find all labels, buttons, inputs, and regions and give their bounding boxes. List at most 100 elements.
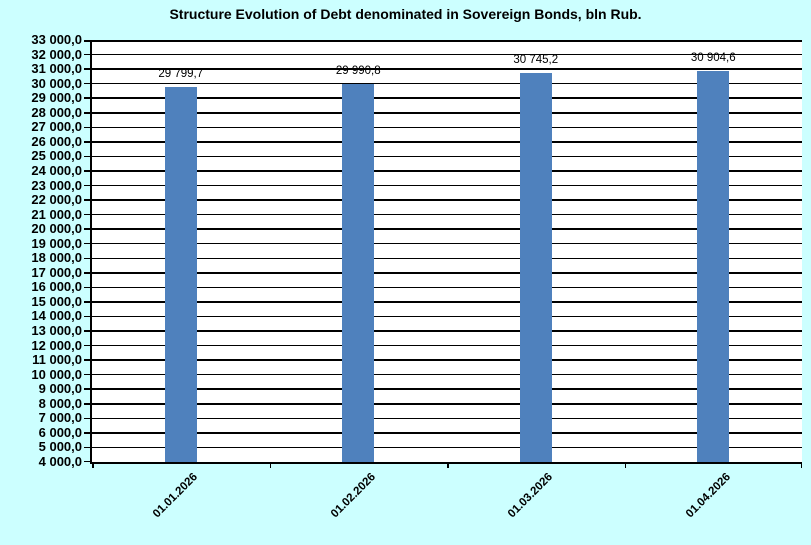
y-axis-tick — [84, 417, 90, 420]
y-axis-tick-label: 30 000,0 — [31, 75, 82, 91]
gridline — [92, 330, 802, 332]
y-axis-tick-label: 22 000,0 — [31, 192, 82, 208]
gridline — [92, 359, 802, 361]
y-axis-tick — [84, 155, 90, 158]
bar — [342, 83, 375, 462]
y-axis-tick — [84, 82, 90, 85]
y-axis-tick-label: 20 000,0 — [31, 221, 82, 237]
y-axis-tick — [84, 344, 90, 347]
y-axis-tick — [84, 213, 90, 216]
gridline — [92, 141, 802, 143]
gridline — [92, 257, 802, 260]
bar-value-label: 30 904,6 — [690, 51, 736, 64]
gridline — [92, 315, 802, 318]
chart-title: Structure Evolution of Debt denominated … — [169, 6, 642, 22]
y-axis-tick-label: 18 000,0 — [31, 250, 82, 266]
x-axis-tick-label: 01.04.2026 — [683, 471, 733, 521]
gridline — [92, 126, 802, 129]
y-axis-tick-label: 11 000,0 — [32, 352, 82, 368]
gridline — [92, 388, 802, 390]
bar-value-label: 29 799,7 — [158, 67, 204, 80]
y-axis-tick — [84, 228, 90, 230]
y-axis-tick-label: 17 000,0 — [31, 264, 82, 280]
y-axis-tick-label: 4 000,0 — [38, 454, 82, 469]
y-axis-tick-label: 15 000,0 — [31, 293, 82, 309]
gridline — [92, 417, 802, 420]
bar — [519, 72, 552, 462]
x-axis-tick — [624, 462, 626, 468]
y-axis-tick-label: 31 000,0 — [31, 61, 82, 77]
gridline — [92, 40, 802, 42]
gridline — [92, 155, 802, 158]
bar — [164, 86, 197, 462]
x-axis-tick-label: 01.02.2026 — [328, 471, 378, 521]
gridline — [92, 432, 802, 434]
gridline — [92, 97, 802, 99]
y-axis-tick — [84, 460, 90, 462]
y-axis-tick — [84, 446, 90, 449]
y-axis-tick — [84, 170, 90, 172]
y-axis-tick-label: 23 000,0 — [31, 177, 82, 193]
y-axis-tick-label: 28 000,0 — [31, 104, 82, 120]
y-axis-tick-label: 7 000,0 — [38, 410, 82, 426]
gridline — [92, 228, 802, 230]
y-axis-tick-label: 33 000,0 — [31, 32, 82, 47]
x-axis-tick — [800, 462, 802, 468]
y-axis-tick-label: 29 000,0 — [31, 90, 82, 106]
gridline — [92, 170, 802, 172]
y-axis-tick-label: 14 000,0 — [31, 308, 82, 324]
gridline — [92, 68, 802, 70]
bar-value-label: 30 745,2 — [513, 53, 559, 66]
bar-value-label: 29 990,8 — [335, 64, 381, 77]
y-axis-tick-label: 13 000,0 — [31, 323, 82, 339]
y-axis-tick — [84, 184, 90, 187]
bar — [697, 70, 730, 462]
y-axis-tick — [84, 141, 90, 143]
y-axis-tick — [84, 432, 90, 434]
y-axis-tick — [84, 242, 90, 245]
x-axis-tick — [269, 462, 271, 468]
y-axis-tick-label: 26 000,0 — [31, 133, 82, 149]
gridline — [92, 446, 802, 449]
y-axis-tick — [84, 40, 90, 42]
y-axis-tick — [84, 286, 90, 289]
y-axis-tick-label: 16 000,0 — [31, 279, 82, 295]
gridline — [92, 344, 802, 347]
x-axis-tick-label: 01.01.2026 — [151, 471, 201, 521]
y-axis-tick-label: 19 000,0 — [31, 235, 82, 251]
x-axis-tick — [92, 462, 94, 468]
y-axis-tick-label: 8 000,0 — [38, 395, 82, 411]
y-axis-tick — [84, 403, 90, 405]
y-axis-tick — [84, 112, 90, 114]
y-axis-tick — [84, 53, 90, 56]
y-axis-tick — [84, 97, 90, 99]
y-axis-tick — [84, 359, 90, 361]
gridline — [92, 373, 802, 376]
y-axis-tick — [84, 373, 90, 376]
y-axis-tick-label: 21 000,0 — [31, 206, 82, 222]
y-axis-tick-label: 10 000,0 — [31, 366, 82, 382]
y-axis-tick-label: 5 000,0 — [38, 439, 82, 455]
y-axis-tick-label: 32 000,0 — [31, 46, 82, 62]
x-axis-tick — [447, 462, 449, 468]
gridline — [92, 242, 802, 245]
y-axis-tick — [84, 388, 90, 390]
y-axis-tick — [84, 68, 90, 70]
gridline — [92, 112, 802, 114]
y-axis-tick-label: 6 000,0 — [38, 424, 82, 440]
y-axis-tick — [84, 257, 90, 260]
gridline — [92, 301, 802, 303]
y-axis-tick-label: 25 000,0 — [31, 148, 82, 164]
y-axis-tick — [84, 315, 90, 318]
x-axis-tick-label: 01.03.2026 — [506, 471, 556, 521]
plot-area: 29 799,7 29 990,8 30 745,2 30 904,6 — [84, 40, 802, 468]
y-axis-tick-label: 24 000,0 — [31, 162, 82, 178]
gridline — [92, 184, 802, 187]
y-axis-tick — [84, 330, 90, 332]
y-axis-tick — [84, 301, 90, 303]
gridline — [92, 199, 802, 201]
y-axis-tick-label: 27 000,0 — [31, 119, 82, 135]
y-axis-tick-label: 9 000,0 — [38, 381, 82, 397]
gridline — [92, 82, 802, 85]
